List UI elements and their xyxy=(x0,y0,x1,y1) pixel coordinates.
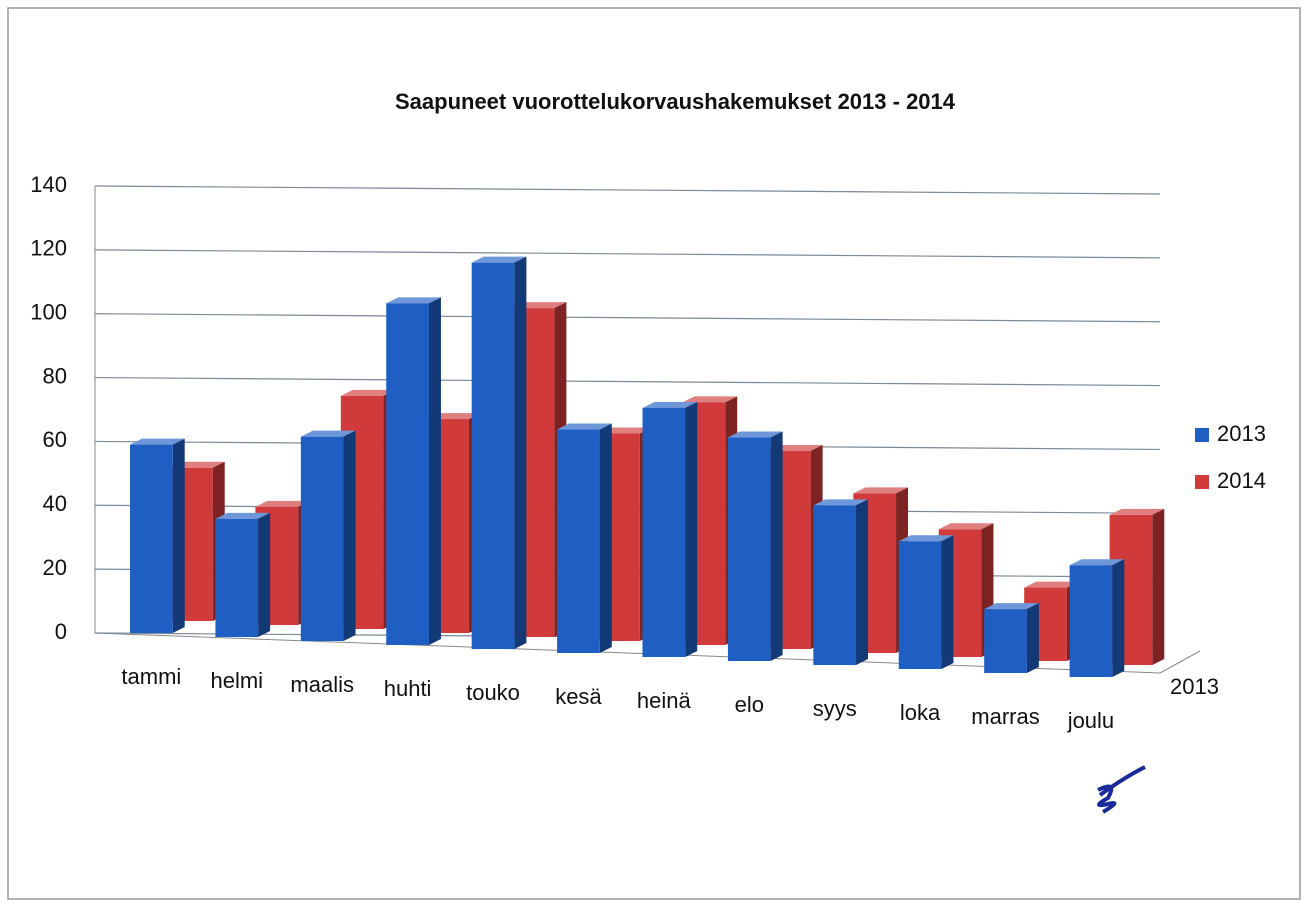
x-tick-label: touko xyxy=(466,680,520,705)
bar-top xyxy=(898,535,954,542)
bar-side xyxy=(856,499,869,665)
chart-title: Saapuneet vuorottelukorvaushakemukset 20… xyxy=(395,89,956,114)
bar-side xyxy=(941,535,954,669)
grid-line xyxy=(94,313,1161,323)
bar xyxy=(813,505,857,665)
bar-side xyxy=(1112,559,1125,677)
x-tick-label: tammi xyxy=(121,664,181,689)
bar-top xyxy=(682,396,738,403)
y-tick-label: 100 xyxy=(30,300,67,325)
bar-side xyxy=(514,256,527,649)
bar-side xyxy=(172,438,185,633)
bar-side xyxy=(770,431,783,661)
bar-top xyxy=(1109,508,1165,515)
y-tick-label: 40 xyxy=(43,491,67,516)
bar xyxy=(642,407,686,657)
bar xyxy=(1069,565,1113,677)
bar xyxy=(727,437,771,661)
signature xyxy=(1097,765,1146,814)
bar-top xyxy=(215,512,271,519)
y-tick-label: 120 xyxy=(30,236,67,261)
y-tick-label: 20 xyxy=(43,555,67,580)
legend-swatch xyxy=(1195,428,1209,442)
x-tick-label: kesä xyxy=(555,684,602,709)
bar-top xyxy=(340,389,396,396)
bar-top xyxy=(727,431,783,438)
bar xyxy=(130,444,173,633)
x-tick-label: elo xyxy=(735,692,764,717)
x-tick-label: helmi xyxy=(210,668,263,693)
bar-top xyxy=(1024,581,1079,588)
x-tick-label: heinä xyxy=(637,688,692,713)
y-tick-label: 0 xyxy=(55,619,67,644)
bar-side xyxy=(685,401,698,657)
legend-label: 2013 xyxy=(1217,421,1266,446)
grid-line xyxy=(94,249,1161,259)
bar-top xyxy=(853,487,909,494)
bar xyxy=(215,518,259,637)
bar xyxy=(984,609,1027,673)
x-tick-label: joulu xyxy=(1067,708,1114,733)
bar-top xyxy=(386,297,441,304)
bar-top xyxy=(471,256,527,263)
x-tick-label: loka xyxy=(900,700,941,725)
bar-side xyxy=(343,430,356,641)
bar xyxy=(471,262,515,649)
bar xyxy=(898,541,942,669)
x-tick-label: huhti xyxy=(384,676,432,701)
y-tick-label: 80 xyxy=(43,363,67,388)
depth-label: 2013 xyxy=(1170,674,1219,699)
bar-side xyxy=(599,423,612,653)
bar-top xyxy=(938,523,994,530)
floor-edge xyxy=(94,632,1161,674)
bar-top xyxy=(255,500,311,507)
bar-top xyxy=(813,499,869,506)
bar-top xyxy=(984,603,1039,610)
bar-side xyxy=(1026,603,1039,673)
y-tick-label: 60 xyxy=(43,427,67,452)
bar xyxy=(300,436,344,641)
grid-line xyxy=(94,185,1161,195)
bar-top xyxy=(130,438,185,445)
bar-side xyxy=(1152,508,1165,665)
x-tick-label: marras xyxy=(971,704,1039,729)
legend-swatch xyxy=(1195,475,1209,489)
bar-top xyxy=(1069,559,1125,566)
bar-top xyxy=(300,430,356,437)
bar-top xyxy=(642,401,698,408)
bar-side xyxy=(428,297,441,645)
grid-line xyxy=(94,376,1161,387)
legend-label: 2014 xyxy=(1217,468,1266,493)
depth-axis xyxy=(1159,650,1201,674)
x-tick-label: syys xyxy=(813,696,857,721)
bar-side xyxy=(258,512,271,637)
bar-top xyxy=(557,423,612,430)
y-tick-label: 140 xyxy=(30,172,67,197)
bar xyxy=(557,429,600,653)
x-tick-label: maalis xyxy=(290,672,354,697)
bar xyxy=(386,303,429,645)
